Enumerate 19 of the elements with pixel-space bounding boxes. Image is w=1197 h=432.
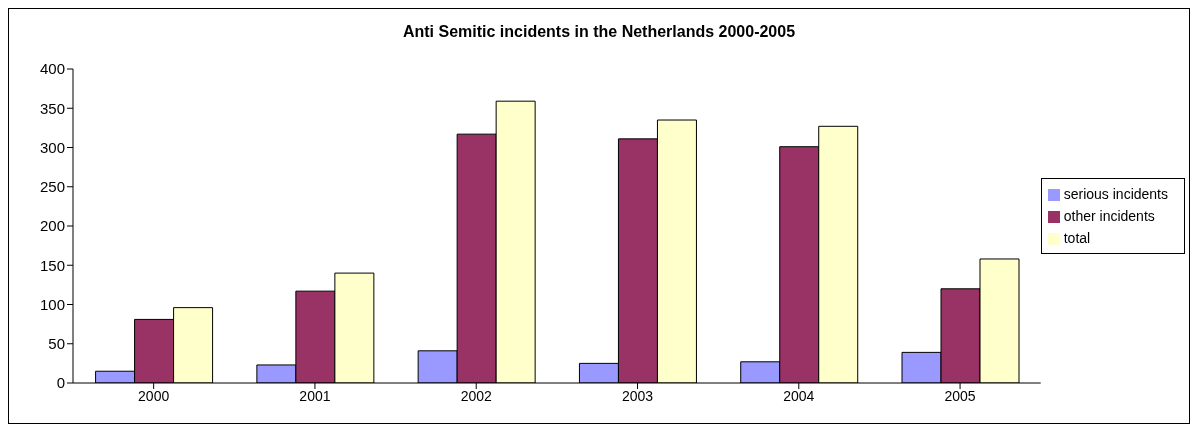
x-tick-label: 2003 — [621, 387, 654, 404]
legend-label: other incidents — [1063, 208, 1155, 224]
y-tick-label: 300 — [39, 138, 65, 156]
x-tick-label: 2004 — [783, 387, 815, 404]
y-tick-label: 400 — [39, 60, 65, 78]
y-tick-label: 250 — [39, 178, 65, 196]
y-tick-label: 150 — [39, 256, 65, 274]
y-tick-label: 100 — [39, 295, 65, 313]
x-tick-label: 2000 — [138, 387, 170, 404]
x-tick-label: 2002 — [460, 387, 492, 404]
y-tick-label: 0 — [56, 374, 65, 392]
x-tick-label: 2001 — [299, 387, 331, 404]
y-tick-label: 350 — [39, 99, 65, 117]
legend-label: serious incidents — [1063, 186, 1168, 202]
legend-label: total — [1063, 230, 1091, 246]
y-tick-label: 50 — [48, 335, 65, 353]
x-tick-label: 2005 — [944, 387, 976, 404]
chart-title: Anti Semitic incidents in the Netherlands 2000-2005 — [401, 23, 797, 41]
y-tick-label: 200 — [39, 217, 65, 235]
